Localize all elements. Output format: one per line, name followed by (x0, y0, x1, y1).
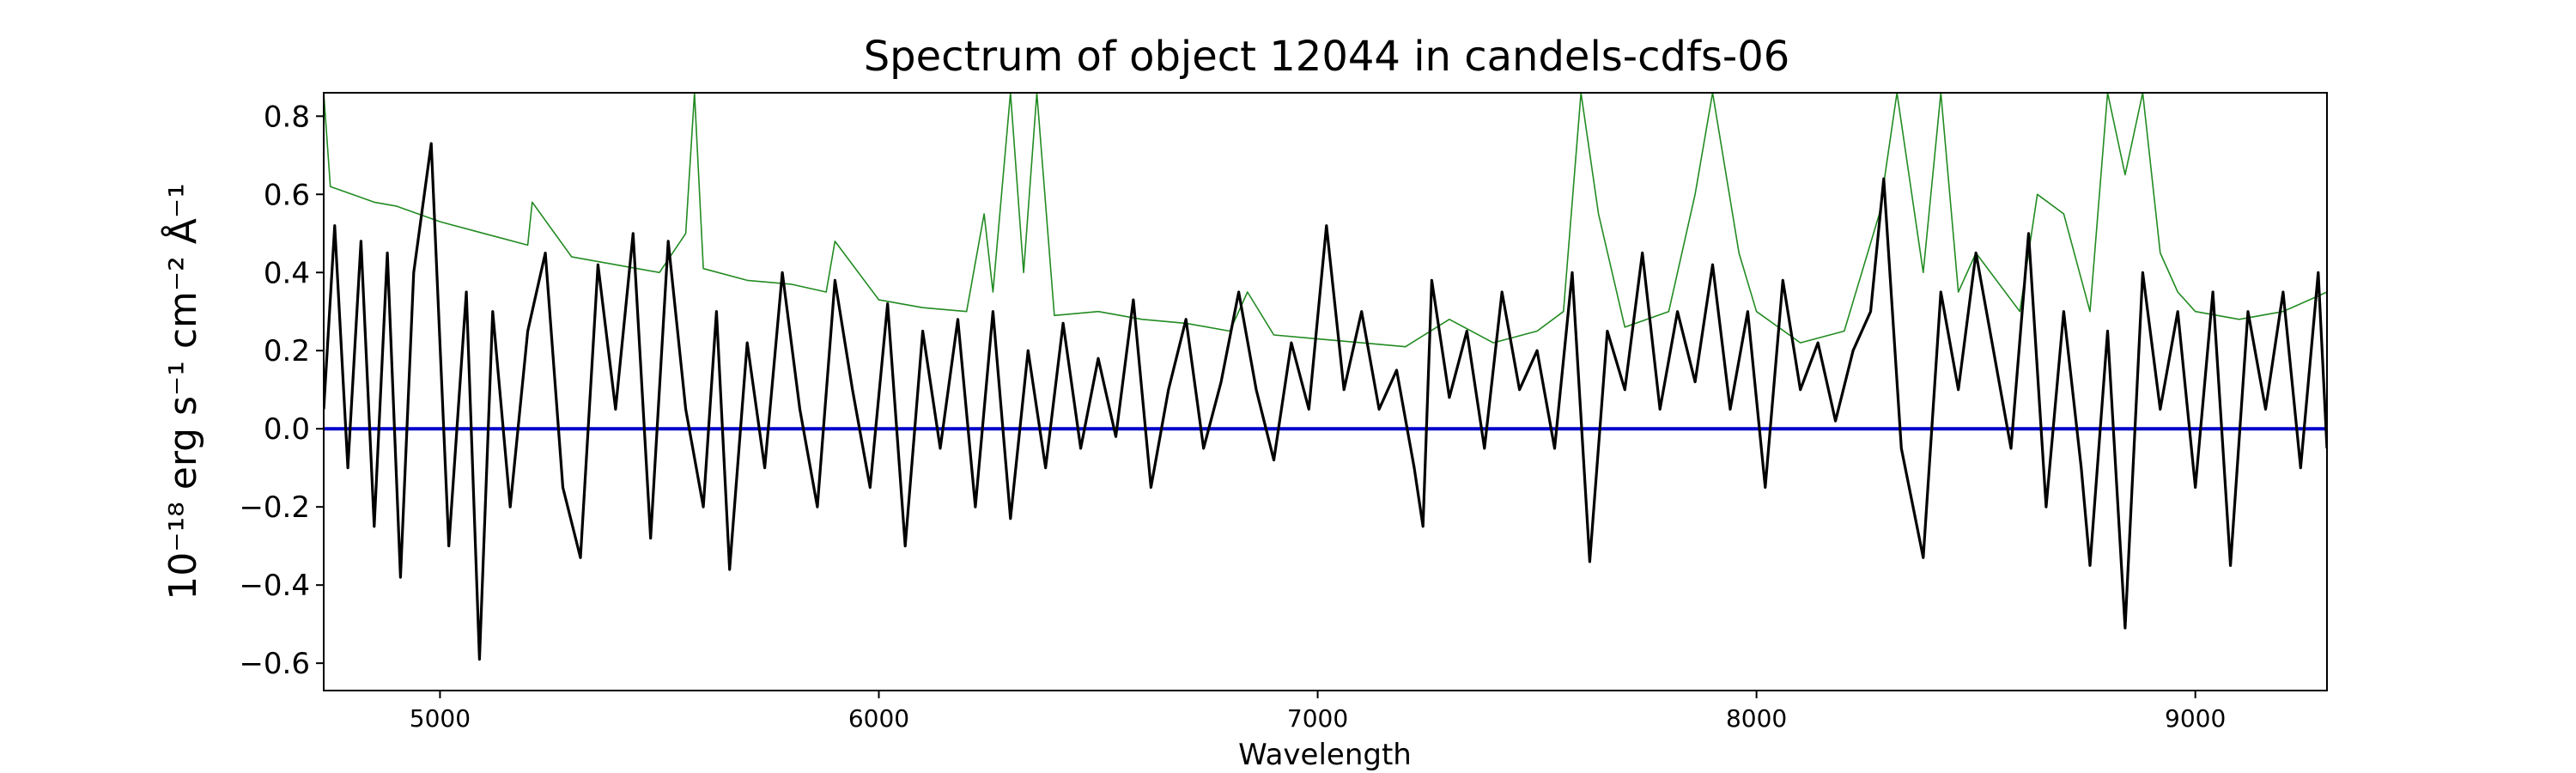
y-tick-label: 0.0 (264, 412, 310, 447)
y-tick-label: −0.4 (239, 569, 310, 603)
y-tick-label: 0.8 (264, 100, 310, 134)
x-tick-label: 9000 (2165, 704, 2226, 733)
plot-frame (323, 92, 2328, 691)
y-tick-label: 0.4 (264, 256, 310, 290)
y-tick-label: 0.6 (264, 178, 310, 212)
x-tick-label: 5000 (410, 704, 471, 733)
y-axis: −0.6 −0.4 −0.2 0.0 0.2 0.4 0.6 0.8 (239, 100, 324, 681)
x-tick-label: 7000 (1287, 704, 1348, 733)
y-tick-label: −0.2 (239, 490, 310, 525)
x-axis-label: Wavelength (1238, 738, 1412, 772)
x-axis: 5000 6000 7000 8000 9000 (410, 691, 2226, 733)
chart-title: Spectrum of object 12044 in candels-cdfs… (864, 33, 1790, 81)
series-layer (324, 93, 2327, 661)
plot-area (323, 92, 2328, 691)
error-series-line (324, 93, 2327, 348)
y-tick-label: −0.6 (239, 647, 310, 681)
y-axis-label: 10⁻¹⁸ erg s⁻¹ cm⁻² Å⁻¹ (160, 183, 205, 600)
flux-series-line (324, 142, 2327, 661)
x-tick-label: 8000 (1726, 704, 1787, 733)
x-tick-label: 6000 (848, 704, 909, 733)
y-tick-label: 0.2 (264, 334, 310, 368)
